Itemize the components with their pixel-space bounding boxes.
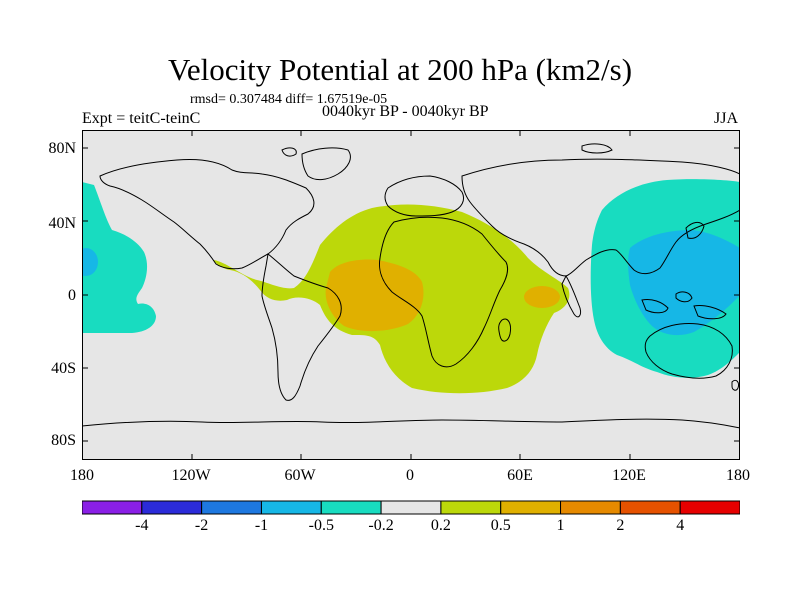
period-label: 0040kyr BP - 0040kyr BP — [322, 103, 489, 120]
colorbar-swatch — [560, 500, 621, 515]
lon-label-180e: 180 — [726, 467, 750, 484]
negative-anomaly-region-west — [82, 182, 156, 333]
colorbar-swatch — [201, 500, 262, 515]
lon-label-60e: 60E — [507, 467, 533, 484]
lon-label-120w: 120W — [171, 467, 211, 484]
lat-label-40s: 40S — [51, 360, 76, 377]
lon-label-60w: 60W — [284, 467, 316, 484]
season-label: JJA — [714, 110, 739, 127]
colorbar-label: 1 — [556, 517, 565, 534]
velocity-potential-map — [82, 130, 740, 460]
negative-core-dateline — [82, 248, 98, 276]
lon-label-180w: 180 — [70, 467, 94, 484]
colorbar-label: -4 — [135, 517, 149, 534]
colorbar-label: 0.5 — [490, 517, 511, 534]
colorbar-swatch — [679, 500, 740, 515]
colorbar-swatch — [141, 500, 203, 515]
positive-core-africa — [325, 259, 424, 332]
colorbar-swatch — [260, 500, 322, 515]
lat-label-40n: 40N — [48, 215, 76, 232]
colorbar-label: -0.5 — [308, 517, 334, 534]
lat-label-80n: 80N — [48, 140, 76, 157]
lon-label-120e: 120E — [612, 467, 646, 484]
colorbar-swatch — [380, 500, 442, 515]
map-ticks — [82, 130, 740, 460]
colorbar-label: -2 — [194, 517, 209, 534]
colorbar-label: 2 — [616, 517, 625, 534]
lat-label-0: 0 — [68, 287, 76, 304]
positive-core-indian-ocean — [524, 286, 560, 308]
stats-text: rmsd= 0.307484 diff= 1.67519e-05 — [190, 92, 388, 107]
colorbar-label: -0.2 — [368, 517, 394, 534]
colorbar — [82, 500, 740, 515]
colorbar-label: 4 — [676, 517, 685, 534]
lon-label-0: 0 — [406, 467, 414, 484]
colorbar-swatch — [500, 500, 562, 515]
negative-core-west-pacific — [628, 230, 740, 336]
coastlines — [82, 143, 740, 429]
colorbar-swatch — [619, 500, 681, 515]
colorbar-label: 0.2 — [430, 517, 451, 534]
map-title: Velocity Potential at 200 hPa (km2/s) — [167, 52, 633, 87]
colorbar-swatch — [82, 500, 143, 515]
colorbar-label: -1 — [254, 517, 269, 534]
colorbar-swatch — [320, 500, 382, 515]
experiment-label: Expt = teitC-teinC — [82, 110, 201, 127]
colorbar-swatch — [440, 500, 502, 515]
lat-label-80s: 80S — [51, 432, 76, 449]
